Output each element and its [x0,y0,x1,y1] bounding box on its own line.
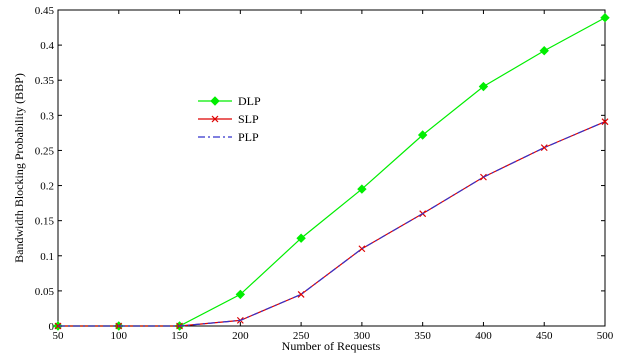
legend-item-slp: SLP [198,112,259,126]
data-point-dlp [417,130,428,140]
legend-item-plp: PLP [198,130,259,144]
y-axis-title: Bandwidth Blocking Probability (BBP) [12,73,26,263]
x-marker-stroke [540,144,548,152]
x-tick-label: 50 [53,330,65,342]
series-line-plp [58,121,606,327]
y-tick-label: 0.2 [40,181,54,193]
data-point-dlp [600,13,610,23]
y-tick-label: 0.3 [40,110,54,122]
x-marker-stroke [601,118,609,126]
x-tick-label: 350 [414,330,431,342]
series-plp [58,121,606,327]
x-marker-stroke [211,115,219,123]
y-tick-label: 0.4 [40,40,54,52]
series-layer [53,13,610,331]
data-point-dlp [478,81,489,92]
x-tick-label: 250 [293,330,310,342]
legend-label-slp: SLP [238,112,259,126]
data-point-dlp [296,233,306,243]
legend-item-dlp: DLP [198,94,261,108]
y-tick-label: 0.45 [35,5,55,17]
data-point-dlp [539,46,549,56]
data-point-slp [601,118,609,126]
x-tick-label: 100 [111,330,128,342]
x-tick-label: 500 [597,330,614,342]
legend-label-dlp: DLP [238,94,261,108]
x-tick-label: 300 [354,330,371,342]
x-tick-label: 150 [171,330,188,342]
data-point-dlp [235,289,246,300]
x-axis-title: Number of Requests [282,339,381,353]
legend-label-plp: PLP [238,130,259,144]
y-tick-label: 0.15 [35,216,55,228]
ticks-layer: 50 100 150 200 250 300 350 400 450 500 0 0.05 0.1 0.1… [35,5,614,342]
x-tick-label: 400 [475,330,492,342]
data-point-slp [540,144,548,152]
data-point-dlp [357,184,367,194]
legend: DLP SLP PLP [198,94,261,144]
y-tick-label: 0.05 [35,286,55,298]
x-tick-label: 200 [232,330,249,342]
y-tick-label: 0.35 [35,75,55,87]
y-tick-label: 0 [49,321,55,333]
legend-marker-slp [211,115,219,123]
y-tick-label: 0.1 [40,251,54,263]
x-tick-label: 450 [536,330,553,342]
y-tick-label: 0.25 [35,145,55,157]
plot-area [57,9,606,327]
legend-marker-dlp [210,96,220,106]
